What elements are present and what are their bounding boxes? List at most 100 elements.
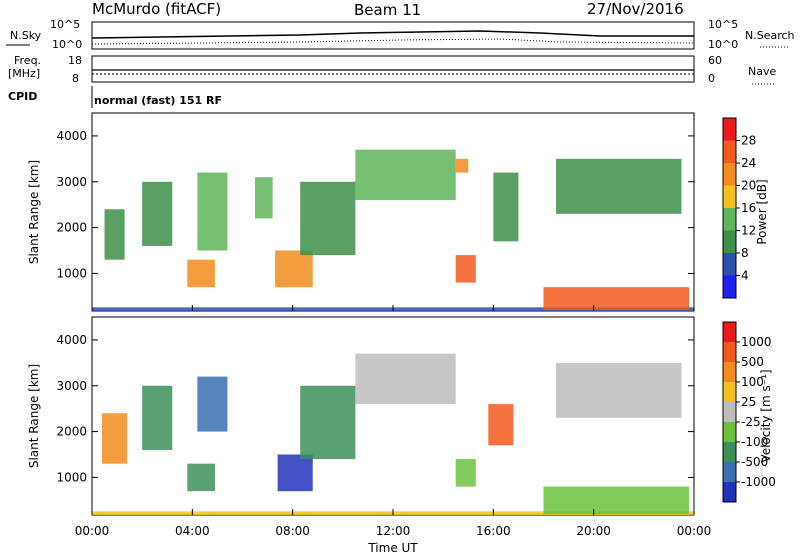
velocity-echo-region — [187, 463, 215, 492]
cpid-label: CPID — [8, 90, 37, 103]
power-panel: 1000 2000 3000 4000 Slant Range [km] 4 8 12 16… — [27, 112, 769, 312]
time-tick-label: 16:00 — [476, 524, 511, 538]
velocity-colorbar-segment — [723, 362, 736, 382]
velocity-echo-region — [355, 353, 456, 405]
power-y-tick-label: 2000 — [56, 221, 87, 235]
time-tick-label: 12:00 — [376, 524, 411, 538]
power-echo-region — [197, 172, 228, 251]
velocity-colorbar-tick-label: -25 — [741, 415, 761, 429]
noise-tick-right-top: 10^5 — [708, 18, 738, 31]
freq-tick-top: 18 — [68, 54, 82, 67]
velocity-colorbar-tick-label: -100 — [741, 435, 768, 449]
power-colorbar-tick-label: 28 — [741, 134, 756, 148]
power-echo-region — [187, 259, 215, 288]
power-echo-region — [455, 255, 476, 283]
time-tick-label: 04:00 — [175, 524, 210, 538]
velocity-echo-region — [455, 459, 476, 487]
power-echo-region — [543, 287, 689, 311]
power-colorbar-tick-label: 16 — [741, 201, 756, 215]
power-echo-region — [300, 181, 356, 256]
velocity-colorbar-segment — [723, 402, 736, 422]
nave-tick-bottom: 0 — [708, 72, 715, 85]
velocity-echo-region — [543, 486, 689, 515]
velocity-echo-region — [300, 385, 356, 460]
velocity-y-tick-label: 3000 — [56, 379, 87, 393]
velocity-colorbar-frame — [722, 321, 737, 503]
power-echo-region — [275, 250, 313, 288]
power-colorbar-tick-label: 24 — [741, 156, 756, 170]
time-tick-label: 08:00 — [275, 524, 310, 538]
velocity-echo-region — [277, 454, 313, 492]
power-colorbar-tick-label: 12 — [741, 224, 756, 238]
time-axis-label: Time UT — [367, 541, 418, 554]
power-colorbar-segment — [723, 230, 736, 253]
power-echo-region — [255, 177, 273, 219]
power-y-tick-label: 4000 — [56, 129, 87, 143]
velocity-colorbar-label: Velocity [m s⁻¹] — [759, 369, 773, 462]
noise-panel: N.Sky 10^5 10^0 10^5 10^0 N.Search — [6, 18, 795, 51]
velocity-colorbar-segment — [723, 422, 736, 442]
velocity-colorbar-segment — [723, 442, 736, 462]
nsky-label: N.Sky — [10, 29, 42, 42]
velocity-echo-region — [142, 385, 173, 450]
beam-title: Beam 11 — [354, 1, 421, 19]
power-echo-region — [355, 149, 456, 201]
freq-label-line1: Freq. — [14, 54, 41, 67]
station-title: McMurdo (fitACF) — [92, 0, 221, 18]
power-colorbar: 4 8 12 16 20 24 28 — [722, 117, 756, 299]
power-colorbar-segment — [723, 253, 736, 276]
nsearch-label: N.Search — [745, 29, 795, 42]
velocity-y-tick-label: 4000 — [56, 333, 87, 347]
cpid-text: normal (fast) 151 RF — [94, 94, 222, 107]
velocity-colorbar-tick-label: 1000 — [741, 335, 772, 349]
velocity-echo-region — [488, 404, 514, 446]
freq-panel: Freq. [MHz] 18 8 60 0 Nave — [8, 54, 776, 85]
power-colorbar-segment — [723, 118, 736, 141]
power-y-ticks: 1000 2000 3000 4000 — [56, 129, 694, 280]
velocity-colorbar-segment — [723, 322, 736, 342]
time-tick-label: 00:00 — [677, 524, 712, 538]
nsearch-trace — [91, 38, 695, 45]
nave-tick-top: 60 — [708, 54, 722, 67]
velocity-colorbar-segment — [723, 342, 736, 362]
power-colorbar-tick-label: 4 — [741, 269, 749, 283]
power-y-tick-label: 3000 — [56, 175, 87, 189]
power-ylabel: Slant Range [km] — [27, 160, 41, 264]
nave-label: Nave — [748, 65, 776, 78]
power-colorbar-segment — [723, 185, 736, 208]
power-colorbar-tick-label: 20 — [741, 179, 756, 193]
power-echo-region — [493, 172, 519, 242]
velocity-colorbar-segment — [723, 462, 736, 482]
velocity-colorbar-tick-label: 25 — [741, 395, 756, 409]
time-axis: 00:00 04:00 08:00 12:00 16:00 20:00 00:00 — [75, 305, 712, 538]
velocity-colorbar-tick-label: -1000 — [741, 475, 776, 489]
time-tick-label: 20:00 — [576, 524, 611, 538]
noise-tick-left-bottom: 10^0 — [52, 38, 82, 51]
power-y-tick-label: 1000 — [56, 266, 87, 280]
freq-tick-bottom: 8 — [72, 72, 79, 85]
velocity-y-ticks: 1000 2000 3000 4000 — [56, 333, 694, 484]
velocity-ylabel: Slant Range [km] — [27, 364, 41, 468]
noise-tick-left-top: 10^5 — [50, 18, 80, 31]
power-colorbar-segment — [723, 163, 736, 186]
power-colorbar-tick-label: 8 — [741, 246, 749, 260]
power-colorbar-segment — [723, 140, 736, 163]
power-colorbar-segment — [723, 208, 736, 231]
velocity-echo-region — [556, 362, 682, 418]
time-tick-label: 00:00 — [75, 524, 110, 538]
power-colorbar-segment — [723, 275, 736, 298]
velocity-colorbar-segment — [723, 382, 736, 402]
power-echo-region — [104, 209, 125, 260]
velocity-colorbar-tick-label: -500 — [741, 455, 768, 469]
velocity-y-tick-label: 2000 — [56, 425, 87, 439]
velocity-y-tick-label: 1000 — [56, 470, 87, 484]
date-title: 27/Nov/2016 — [587, 0, 684, 18]
velocity-colorbar-tick-label: 100 — [741, 375, 764, 389]
power-echo-region — [556, 158, 682, 214]
velocity-echo-region — [197, 376, 228, 432]
nsky-trace — [91, 30, 694, 39]
velocity-echo-region — [102, 413, 128, 464]
velocity-panel: 1000 2000 3000 4000 Slant Range [km] 1000 50… — [27, 316, 776, 516]
noise-tick-right-bottom: 10^0 — [708, 38, 738, 51]
